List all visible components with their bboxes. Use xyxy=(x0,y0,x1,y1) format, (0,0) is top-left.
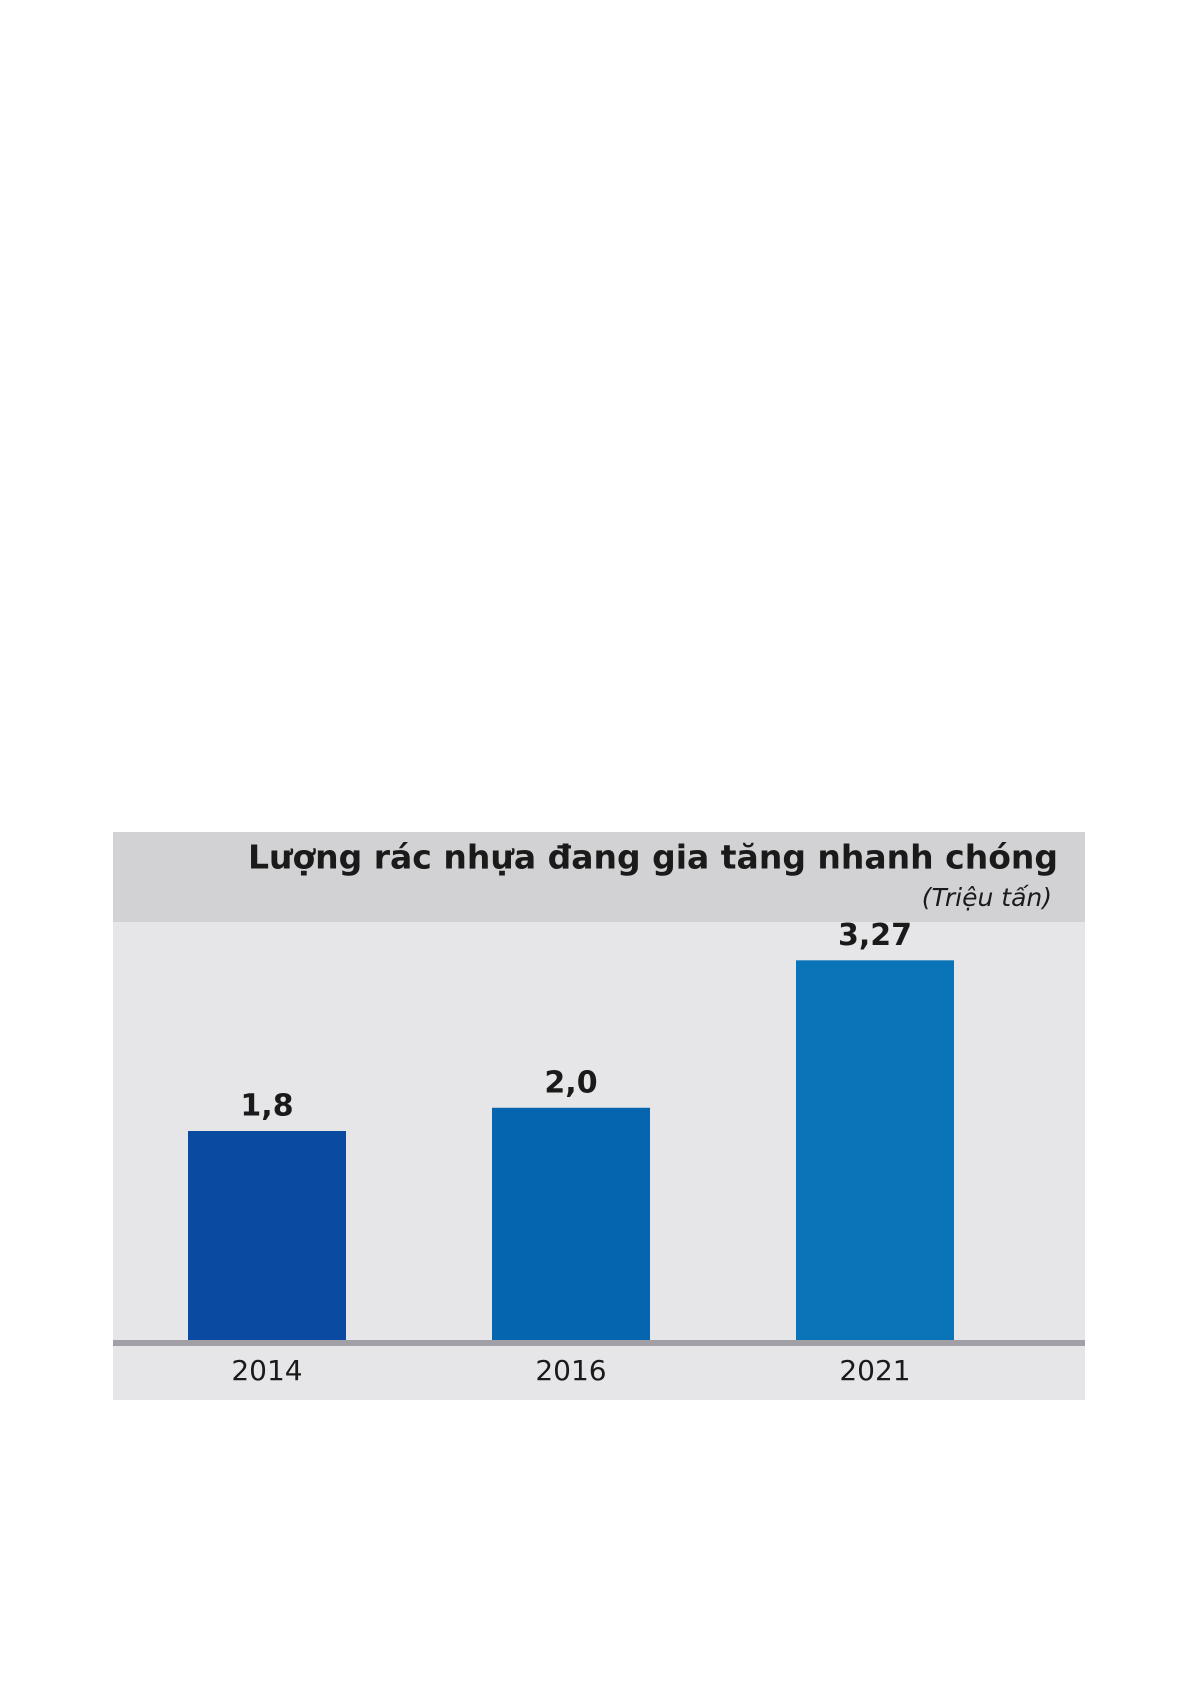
value-label: 2,0 xyxy=(544,1065,597,1100)
bar xyxy=(492,1107,650,1340)
x-tick-label: 2021 xyxy=(839,1354,910,1387)
chart-subtitle: (Triệu tấn) xyxy=(922,883,1052,912)
title-band xyxy=(113,832,1085,922)
value-label: 3,27 xyxy=(838,918,912,953)
bar xyxy=(796,960,954,1340)
chart-title: Lượng rác nhựa đang gia tăng nhanh chóng xyxy=(248,838,1058,877)
bar xyxy=(188,1131,346,1340)
x-tick-label: 2016 xyxy=(535,1354,606,1387)
value-label: 1,8 xyxy=(240,1089,293,1124)
x-tick-label: 2014 xyxy=(231,1354,302,1387)
